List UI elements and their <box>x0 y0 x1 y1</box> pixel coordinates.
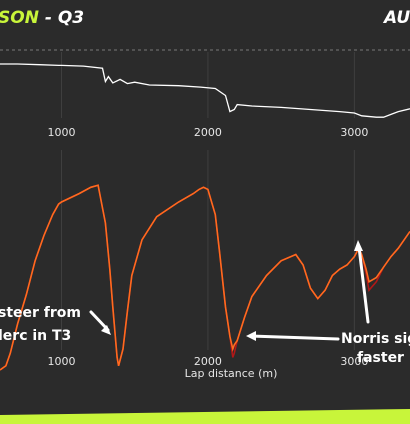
arrow-mid-head <box>246 331 256 341</box>
x-tick-label-top-2: 3000 <box>340 126 368 139</box>
speed-trace-line <box>0 63 410 118</box>
annotation-right-line1: Norris sig <box>341 331 410 347</box>
x-tick-label-bottom-0: 1000 <box>48 355 76 368</box>
annotation-right-line2: faster in <box>357 350 410 366</box>
annotation-arrows <box>89 240 370 341</box>
annotation-left: steer from lerc in T3 <box>0 305 81 344</box>
speed-panel <box>0 63 410 118</box>
title-accent: SON <box>0 8 39 28</box>
bottom-accent-bar <box>0 409 410 424</box>
x-tick-label-bottom-2: 3000 <box>340 355 368 368</box>
chart-title: SON - Q3 <box>0 8 84 28</box>
trace-panel <box>0 184 410 371</box>
x-axis-label: Lap distance (m) <box>185 367 278 380</box>
x-tick-label-top-0: 1000 <box>48 126 76 139</box>
arrow-mid <box>250 334 340 341</box>
title-right: AU <box>384 8 410 28</box>
annotation-left-line1: steer from <box>0 305 81 321</box>
trace-line-a <box>0 184 410 371</box>
grid <box>61 52 355 350</box>
arrow-up-head <box>354 240 363 251</box>
annotation-left-line2: lerc in T3 <box>0 328 71 344</box>
x-tick-labels: 1000 2000 3000 1000 2000 3000 <box>48 126 369 368</box>
arrow-up <box>357 245 370 324</box>
arrow-left-head <box>101 325 111 335</box>
x-tick-label-top-1: 2000 <box>194 126 222 139</box>
title-suffix: - Q3 <box>38 8 85 28</box>
x-tick-label-bottom-1: 2000 <box>194 355 222 368</box>
annotation-right: Norris sig faster in <box>341 331 410 366</box>
